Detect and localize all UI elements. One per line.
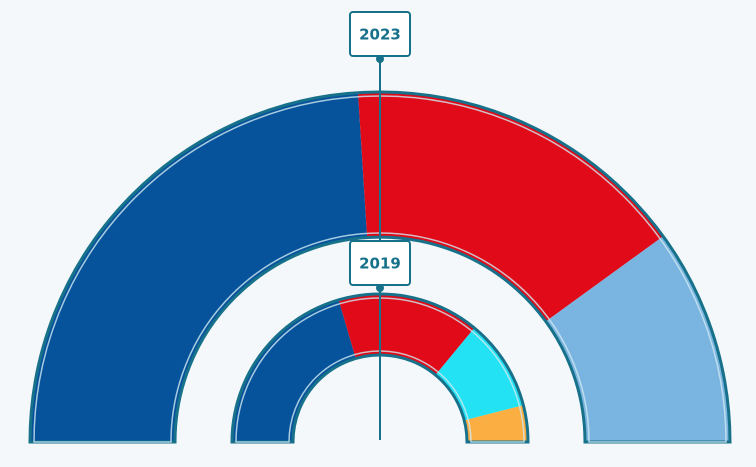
ring-inner-highlight (235, 297, 525, 443)
ring-segment (546, 236, 729, 442)
label-dot (376, 284, 384, 292)
ring-segment (338, 295, 474, 375)
ring-segment (465, 405, 527, 442)
ring-segment (31, 93, 368, 443)
ring-outline (230, 292, 530, 444)
ring-segment (436, 328, 523, 421)
ring-segment (358, 93, 663, 321)
label-dot (376, 55, 384, 63)
ring-outline (28, 90, 732, 444)
ring-label: 2019 (359, 255, 401, 273)
ring-label: 2023 (359, 26, 401, 44)
ring-inner-highlight (33, 95, 727, 443)
ring-segment (233, 300, 356, 442)
